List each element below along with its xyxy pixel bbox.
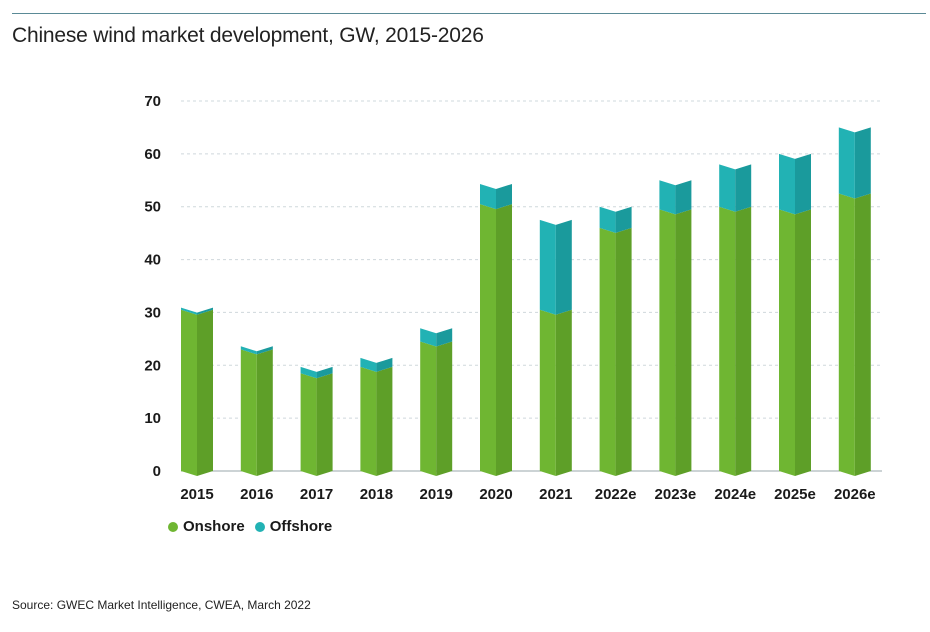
y-tick-label: 20 <box>144 357 161 374</box>
y-tick-label: 30 <box>144 304 161 321</box>
x-tick-label: 2019 <box>420 486 453 503</box>
bar-onshore <box>420 341 437 476</box>
top-rule <box>12 13 926 14</box>
bar-offshore <box>197 307 213 315</box>
x-tick-label: 2024e <box>714 486 756 503</box>
y-tick-label: 50 <box>144 199 161 216</box>
bar-offshore <box>360 357 377 372</box>
bar-offshore <box>555 219 572 315</box>
x-tick-label: 2021 <box>539 486 572 503</box>
bar-onshore <box>316 373 333 476</box>
bar-onshore <box>555 309 572 476</box>
bar-onshore <box>496 204 512 477</box>
bar-offshore <box>795 153 811 215</box>
bar-onshore <box>480 204 496 477</box>
bar-offshore <box>659 180 676 215</box>
x-tick-label: 2026e <box>834 486 876 503</box>
y-tick-label: 40 <box>144 252 161 269</box>
bar-offshore <box>854 127 871 199</box>
bar-offshore <box>436 328 453 347</box>
bar-onshore <box>735 206 752 476</box>
bar-offshore <box>256 346 273 355</box>
bar-onshore <box>360 366 377 476</box>
bar-onshore <box>181 309 197 476</box>
bar-onshore <box>300 373 317 476</box>
y-tick-label: 70 <box>144 93 161 110</box>
bar-onshore <box>795 209 811 476</box>
bar-offshore <box>496 183 512 210</box>
bar-onshore <box>436 341 453 476</box>
bar-onshore <box>256 349 273 476</box>
bar-onshore <box>719 206 736 476</box>
chart-plot: 0 10 20 30 40 50 60 70 2015 2016 2017 2018 2019 2020 2… <box>144 93 882 503</box>
x-tick-label: 2016 <box>240 486 273 503</box>
bar-offshore <box>316 366 333 379</box>
bar-offshore <box>480 183 496 210</box>
legend-item-offshore: Offshore <box>254 518 333 535</box>
bar-offshore <box>675 180 692 215</box>
bar-onshore <box>599 227 616 476</box>
bar-onshore <box>539 309 556 476</box>
x-tick-label: 2023e <box>655 486 697 503</box>
y-tick-label: 10 <box>144 410 161 427</box>
bar-offshore <box>735 164 752 212</box>
bar-onshore <box>838 193 855 476</box>
bar-onshore <box>779 209 795 476</box>
legend-label-onshore: Onshore <box>183 518 245 535</box>
source-note: Source: GWEC Market Intelligence, CWEA, … <box>12 598 311 612</box>
bar-offshore <box>599 206 616 233</box>
bar-onshore <box>376 366 393 476</box>
x-tick-label: 2022e <box>595 486 637 503</box>
bar-offshore <box>181 307 197 315</box>
bar-offshore <box>779 153 795 215</box>
bar-onshore <box>675 209 692 476</box>
x-tick-label: 2018 <box>360 486 393 503</box>
legend-label-offshore: Offshore <box>269 518 333 535</box>
bar-offshore <box>719 164 736 212</box>
bar-onshore <box>854 193 871 476</box>
x-tick-label: 2020 <box>479 486 512 503</box>
bar-offshore <box>539 219 556 315</box>
legend: Onshore Offshore <box>168 518 332 535</box>
x-tick-label: 2017 <box>300 486 333 503</box>
bar-onshore <box>659 209 676 476</box>
x-tick-label: 2015 <box>180 486 213 503</box>
bar-offshore <box>376 357 393 372</box>
bar-offshore <box>240 346 257 355</box>
bar-offshore <box>838 127 855 199</box>
bar-offshore <box>615 206 632 233</box>
bar-onshore <box>240 349 257 476</box>
bar-onshore <box>197 309 213 476</box>
bar-onshore <box>615 227 632 476</box>
chart-title: Chinese wind market development, GW, 201… <box>12 24 484 47</box>
y-tick-label: 60 <box>144 146 161 163</box>
bar-offshore <box>420 328 437 347</box>
offshore-swatch <box>254 521 265 532</box>
legend-item-onshore: Onshore <box>168 518 245 535</box>
onshore-swatch <box>168 521 178 532</box>
x-tick-label: 2025e <box>774 486 816 503</box>
bar-offshore <box>300 366 317 379</box>
y-tick-label: 0 <box>153 463 161 480</box>
